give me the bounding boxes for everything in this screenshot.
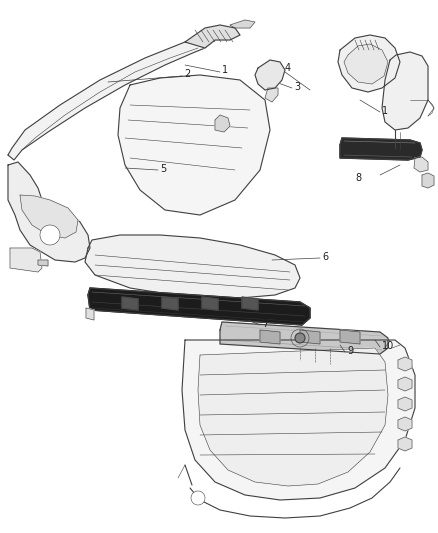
Polygon shape	[340, 330, 360, 344]
Polygon shape	[398, 397, 412, 411]
Polygon shape	[215, 115, 230, 132]
Text: 6: 6	[322, 252, 328, 262]
Polygon shape	[242, 297, 258, 310]
Text: 10: 10	[382, 341, 394, 351]
Text: 4: 4	[285, 63, 291, 73]
Text: 1: 1	[382, 106, 388, 116]
Polygon shape	[382, 52, 428, 130]
Text: 3: 3	[294, 82, 300, 92]
Polygon shape	[185, 25, 240, 48]
Polygon shape	[20, 195, 78, 238]
Polygon shape	[88, 288, 310, 325]
Polygon shape	[338, 35, 400, 92]
Polygon shape	[398, 417, 412, 431]
Polygon shape	[398, 437, 412, 451]
Text: 1: 1	[222, 65, 228, 75]
Text: 9: 9	[347, 346, 353, 356]
Polygon shape	[255, 60, 285, 90]
Text: 5: 5	[160, 164, 166, 174]
Polygon shape	[300, 330, 320, 344]
Polygon shape	[260, 330, 280, 344]
Polygon shape	[265, 88, 278, 102]
Polygon shape	[340, 138, 422, 160]
Polygon shape	[85, 235, 300, 298]
Polygon shape	[162, 297, 178, 310]
Polygon shape	[8, 35, 215, 160]
Polygon shape	[122, 297, 138, 310]
Polygon shape	[414, 157, 428, 172]
Text: 8: 8	[355, 173, 361, 183]
Circle shape	[191, 491, 205, 505]
Polygon shape	[118, 75, 270, 215]
Polygon shape	[230, 20, 255, 28]
Polygon shape	[86, 308, 94, 320]
Circle shape	[295, 333, 305, 343]
Polygon shape	[8, 162, 90, 262]
Polygon shape	[38, 260, 48, 266]
Polygon shape	[422, 173, 434, 188]
Polygon shape	[182, 340, 415, 500]
Text: 2: 2	[184, 69, 190, 79]
Polygon shape	[398, 377, 412, 391]
Polygon shape	[344, 44, 388, 84]
Polygon shape	[198, 348, 388, 486]
Polygon shape	[10, 248, 42, 272]
Polygon shape	[202, 297, 218, 310]
Polygon shape	[398, 357, 412, 371]
Circle shape	[40, 225, 60, 245]
Text: 7: 7	[262, 319, 268, 329]
Polygon shape	[220, 322, 388, 354]
